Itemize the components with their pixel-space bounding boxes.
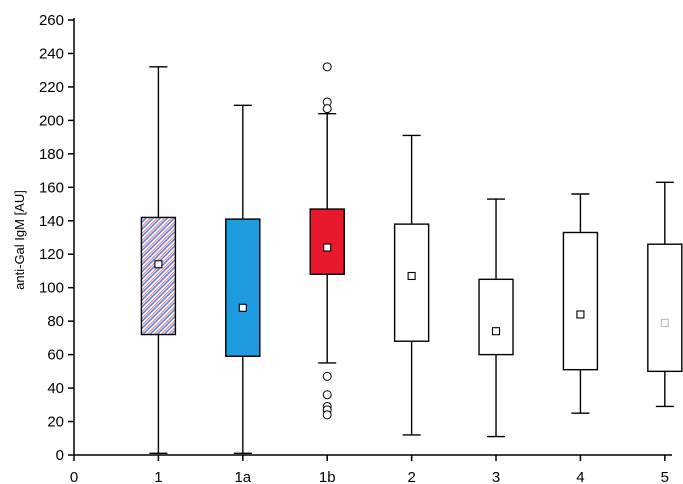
y-tick-label: 240 bbox=[39, 45, 64, 62]
group-1b-outlier bbox=[322, 62, 332, 72]
y-tick-label: 260 bbox=[39, 12, 64, 29]
group-1b-outlier bbox=[322, 371, 332, 381]
group-4-box bbox=[562, 231, 599, 371]
group-1a-mean-marker bbox=[238, 303, 247, 312]
x-tick-label: 1b bbox=[319, 469, 336, 484]
y-tick-label: 100 bbox=[39, 280, 64, 297]
group-1b-outlier bbox=[322, 410, 332, 420]
y-tick-label: 220 bbox=[39, 79, 64, 96]
group-3-box bbox=[478, 278, 514, 356]
y-tick-label: 120 bbox=[39, 246, 64, 263]
y-tick-label: 0 bbox=[56, 447, 64, 464]
y-tick-label: 160 bbox=[39, 179, 64, 196]
group-1b-outlier bbox=[322, 104, 332, 114]
group-2-box bbox=[393, 223, 430, 342]
y-tick-label: 140 bbox=[39, 213, 64, 230]
group-1a-box bbox=[225, 218, 261, 357]
group-3-mean-marker bbox=[491, 327, 501, 336]
group-1b-box bbox=[309, 208, 345, 276]
y-tick-label: 80 bbox=[47, 313, 64, 330]
plot-area: 0 20 40 60 80 100 120 140 160 180 200 220 240 260 0 1 1a… bbox=[39, 12, 683, 484]
x-tick-label: 0 bbox=[70, 469, 78, 484]
x-tick-label: 2 bbox=[407, 469, 415, 484]
y-tick-label: 40 bbox=[47, 380, 64, 397]
group-1-box bbox=[140, 216, 177, 336]
y-tick-label: 200 bbox=[39, 112, 64, 129]
group-4-mean-marker bbox=[576, 310, 585, 319]
y-tick-label: 20 bbox=[47, 414, 64, 431]
group-5-box bbox=[647, 243, 683, 373]
group-5-mean-marker bbox=[660, 318, 669, 327]
x-tick-label: 5 bbox=[661, 469, 669, 484]
x-tick-label: 4 bbox=[576, 469, 584, 484]
group-2-mean-marker bbox=[407, 271, 416, 281]
y-tick-label: 180 bbox=[39, 146, 64, 163]
x-tick-label: 3 bbox=[492, 469, 500, 484]
group-1-mean-marker bbox=[154, 260, 163, 269]
group-1b-outlier bbox=[322, 390, 332, 400]
y-axis-title: anti-Gal IgM [AU] bbox=[12, 190, 27, 290]
group-1b-mean-marker bbox=[323, 243, 332, 252]
x-tick-label: 1a bbox=[234, 469, 251, 484]
y-tick-label: 60 bbox=[47, 347, 64, 364]
x-tick-label: 1 bbox=[154, 469, 162, 484]
